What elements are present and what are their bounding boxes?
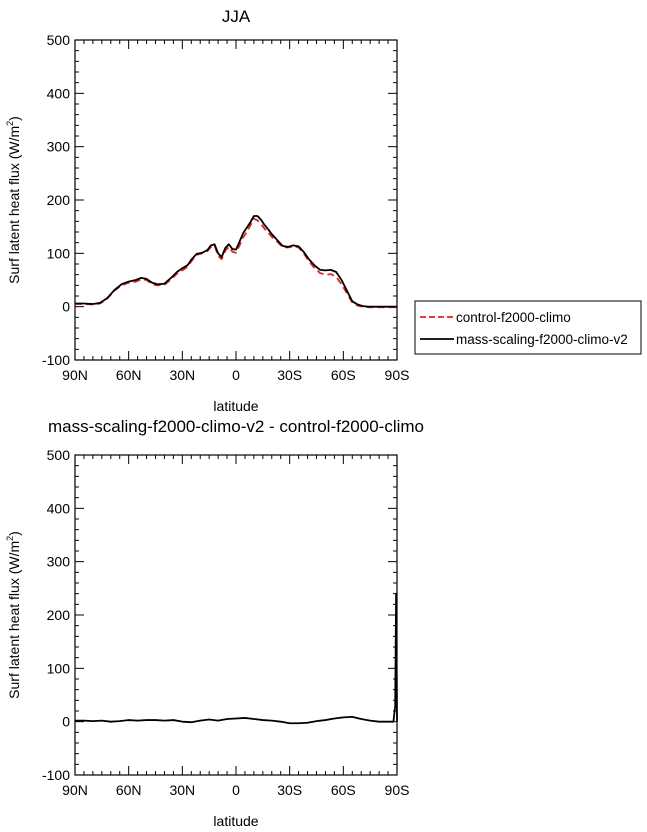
top-axis-ticks <box>74 39 398 361</box>
top-x-tick-labels: 90N 60N 30N 0 30S 60S 90S <box>62 367 409 383</box>
top-y-tick-labels: -100 0 100 200 300 400 500 <box>42 32 70 368</box>
bottom-chart-title: mass-scaling-f2000-climo-v2 - control-f2… <box>48 417 424 436</box>
x-tick-label: 0 <box>232 367 240 383</box>
legend-label-mass-scaling: mass-scaling-f2000-climo-v2 <box>456 332 628 347</box>
x-tick-label: 30N <box>169 782 195 798</box>
series-line-control-f2000-climo <box>75 217 397 309</box>
y-tick-label: 300 <box>47 554 71 570</box>
top-x-axis-label: latitude <box>213 398 258 414</box>
bottom-y-axis-label-main: Surf latent heat flux (W/m <box>6 541 22 699</box>
top-panel: JJA 90N 60N 30N 0 30S 60S 90S -100 0 100 200 300 40… <box>5 7 642 414</box>
top-series-lines <box>75 215 397 309</box>
top-y-axis-label: Surf latent heat flux (W/m2) <box>5 116 22 284</box>
top-y-axis-label-sup: 2 <box>5 121 15 126</box>
y-tick-label: 200 <box>47 192 71 208</box>
x-tick-label: 60N <box>116 367 142 383</box>
bottom-y-axis-label: Surf latent heat flux (W/m2) <box>5 531 22 699</box>
top-y-axis-label-end: ) <box>6 116 22 121</box>
series-line-difference <box>75 592 398 725</box>
y-tick-label: 100 <box>47 245 71 261</box>
legend-label-control: control-f2000-climo <box>456 310 571 325</box>
x-tick-label: 60N <box>116 782 142 798</box>
legend-box <box>414 300 642 355</box>
y-tick-label: 300 <box>47 139 71 155</box>
y-tick-label: 400 <box>47 500 71 516</box>
y-tick-label: -100 <box>42 352 70 368</box>
y-tick-label: 200 <box>47 607 71 623</box>
bottom-series-lines <box>75 592 398 725</box>
series-line-mass-scaling-f2000-climo-v2 <box>75 215 397 308</box>
bottom-plot-frame <box>74 454 398 776</box>
y-tick-label: 0 <box>62 714 70 730</box>
top-plot-frame <box>74 39 398 361</box>
y-tick-label: 500 <box>47 32 71 48</box>
x-tick-label: 30S <box>277 367 302 383</box>
x-tick-label: 90N <box>62 782 88 798</box>
legend: control-f2000-climo mass-scaling-f2000-c… <box>414 300 642 355</box>
bottom-x-tick-labels: 90N 60N 30N 0 30S 60S 90S <box>62 782 409 798</box>
x-tick-label: 60S <box>331 367 356 383</box>
bottom-x-axis-label: latitude <box>213 813 258 829</box>
bottom-panel: mass-scaling-f2000-climo-v2 - control-f2… <box>5 417 424 829</box>
x-tick-label: 90S <box>385 782 410 798</box>
x-tick-label: 0 <box>232 782 240 798</box>
x-tick-label: 30S <box>277 782 302 798</box>
bottom-y-axis-label-end: ) <box>6 531 22 536</box>
bottom-y-tick-labels: -100 0 100 200 300 400 500 <box>42 447 70 783</box>
top-chart-title: JJA <box>222 7 251 26</box>
x-tick-label: 90S <box>385 367 410 383</box>
bottom-axis-ticks <box>74 454 398 776</box>
y-tick-label: -100 <box>42 767 70 783</box>
top-y-axis-label-main: Surf latent heat flux (W/m <box>6 126 22 284</box>
y-tick-label: 100 <box>47 660 71 676</box>
x-tick-label: 30N <box>169 367 195 383</box>
y-tick-label: 0 <box>62 299 70 315</box>
y-tick-label: 500 <box>47 447 71 463</box>
bottom-y-axis-label-sup: 2 <box>5 536 15 541</box>
x-tick-label: 90N <box>62 367 88 383</box>
y-tick-label: 400 <box>47 85 71 101</box>
x-tick-label: 60S <box>331 782 356 798</box>
